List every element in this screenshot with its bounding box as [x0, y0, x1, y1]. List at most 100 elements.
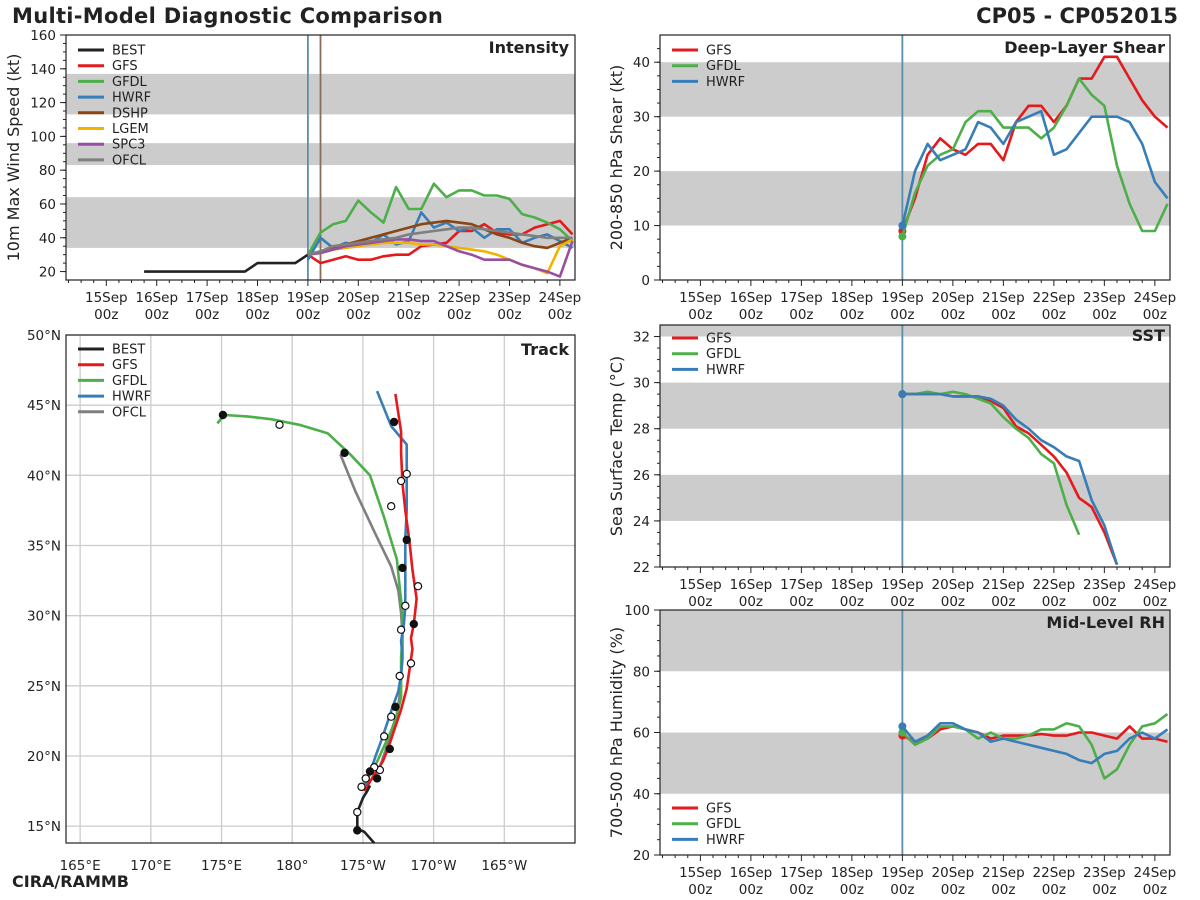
track-position-marker-hwrf — [396, 625, 406, 634]
intensity-series-gfdl — [306, 182, 574, 256]
rh-series-hwrf — [901, 721, 1169, 765]
rh-xtick-hour-label: 00z — [1042, 882, 1066, 898]
track-position-marker-hwrf — [402, 469, 411, 479]
track-position-marker-gfdl — [275, 420, 284, 430]
intensity-legend-label-gfs: GFS — [112, 59, 138, 74]
track-ytick-label: 45°N — [27, 398, 61, 414]
sst-xtick-hour-label: 00z — [941, 594, 965, 610]
rh-xtick-hour-label: 00z — [688, 882, 712, 898]
sst-xtick-hour-label: 00z — [1143, 594, 1167, 610]
intensity-ylabel: 10m Max Wind Speed (kt) — [4, 54, 23, 262]
sst-legend-label-hwrf: HWRF — [706, 363, 745, 378]
track-position-marker-gfs — [406, 659, 416, 668]
shear-xtick-day-label: 21Sep — [982, 290, 1025, 306]
sst-series-hwrf — [902, 392, 1119, 566]
rh-xtick-hour-label: 00z — [991, 882, 1015, 898]
intensity-xtick-day-label: 16Sep — [135, 290, 178, 306]
track-position-marker-ofcl — [386, 502, 396, 511]
intensity-xtick-day-label: 17Sep — [186, 290, 229, 306]
intensity-xtick-hour-label: 00z — [548, 307, 572, 323]
rh-xtick-day-label: 22Sep — [1033, 865, 1076, 881]
sst-legend-label-gfdl: GFDL — [706, 347, 742, 362]
rh-xtick-hour-label: 00z — [1092, 882, 1116, 898]
track-position-marker-ofcl — [372, 774, 382, 783]
sst-xtick-day-label: 21Sep — [982, 577, 1025, 593]
track-position-marker-gfs — [385, 744, 394, 754]
sst-xtick-hour-label: 00z — [840, 594, 864, 610]
rh-legend-label-gfs: GFS — [706, 802, 732, 817]
rh-ytick-label: 100 — [624, 603, 650, 619]
shear-legend-label-hwrf: HWRF — [706, 75, 745, 90]
sst-xtick-day-label: 19Sep — [881, 577, 924, 593]
rh-xtick-hour-label: 00z — [789, 882, 813, 898]
track-xtick-label: 170°W — [411, 858, 457, 874]
intensity-xtick-hour-label: 00z — [195, 307, 219, 323]
credit-label: CIRA/RAMMB — [12, 872, 129, 891]
sst-xtick-hour-label: 00z — [991, 594, 1015, 610]
rh-band-1 — [660, 610, 1170, 672]
rh-xtick-day-label: 21Sep — [982, 865, 1025, 881]
track-series-gfdl — [216, 413, 404, 791]
rh-ytick-label: 80 — [633, 664, 650, 680]
sst-ytick-label: 30 — [633, 376, 650, 392]
sst-xtick-day-label: 17Sep — [780, 577, 823, 593]
track-position-marker-gfdl — [357, 782, 366, 792]
track-series-hwrf — [364, 390, 409, 786]
track-position-marker-best — [353, 807, 362, 817]
intensity-legend-label-gfdl: GFDL — [112, 75, 148, 90]
track-xtick-label: 175°W — [340, 858, 386, 874]
rh-xtick-day-label: 23Sep — [1083, 865, 1126, 881]
track-position-marker-hwrf — [361, 774, 370, 783]
intensity-xtick-hour-label: 00z — [245, 307, 269, 323]
rh-series-gfs — [901, 725, 1168, 744]
intensity-series-ofcl — [307, 226, 573, 256]
intensity-xtick-day-label: 24Sep — [539, 290, 582, 306]
intensity-xtick-hour-label: 00z — [447, 307, 471, 323]
intensity-legend-label-hwrf: HWRF — [112, 91, 151, 106]
sst-xtick-hour-label: 00z — [890, 594, 914, 610]
sst-ytick-label: 22 — [633, 560, 650, 576]
track-position-marker-hwrf — [395, 671, 404, 681]
shear-xtick-hour-label: 00z — [890, 307, 914, 323]
sst-legend-label-gfs: GFS — [706, 332, 732, 347]
track-xtick-label: 175°E — [201, 858, 242, 874]
rh-ytick-label: 60 — [633, 726, 650, 742]
track-legend-label-gfs: GFS — [112, 358, 138, 373]
shear-xtick-hour-label: 00z — [688, 307, 712, 323]
rh-xtick-hour-label: 00z — [1143, 882, 1167, 898]
rh-panel — [654, 609, 1171, 861]
track-legend-label-best: BEST — [112, 343, 145, 358]
intensity-legend-label-spc3: SPC3 — [112, 138, 145, 153]
intensity-xtick-day-label: 22Sep — [438, 290, 481, 306]
rh-xtick-hour-label: 00z — [941, 882, 965, 898]
shear-xtick-hour-label: 00z — [941, 307, 965, 323]
rh-xtick-day-label: 17Sep — [780, 865, 823, 881]
shear-xtick-hour-label: 00z — [1143, 307, 1167, 323]
rh-xtick-day-label: 15Sep — [679, 865, 722, 881]
track-legend-label-hwrf: HWRF — [112, 390, 151, 405]
sst-xtick-hour-label: 00z — [1042, 594, 1066, 610]
rh-xtick-hour-label: 00z — [890, 882, 914, 898]
intensity-legend-label-dshp: DSHP — [112, 106, 148, 121]
track-title: Track — [521, 340, 569, 359]
storm-id: CP05 - CP052015 — [976, 4, 1178, 28]
sst-ytick-label: 24 — [633, 514, 650, 530]
intensity-series-best — [144, 253, 309, 273]
intensity-xtick-hour-label: 00z — [296, 307, 320, 323]
sst-title: SST — [1132, 326, 1165, 345]
track-position-marker-gfs — [413, 581, 423, 591]
rh-ytick-label: 40 — [633, 787, 650, 803]
track-ytick-label: 40°N — [27, 468, 61, 484]
shear-ytick-label: 40 — [633, 55, 650, 71]
intensity-xtick-day-label: 21Sep — [387, 290, 430, 306]
shear-xtick-hour-label: 00z — [1042, 307, 1066, 323]
track-legend-label-ofcl: OFCL — [112, 405, 147, 420]
track-frame — [65, 334, 576, 844]
rh-xtick-day-label: 16Sep — [730, 865, 773, 881]
track-xtick-label: 170°E — [130, 858, 171, 874]
shear-xtick-day-label: 19Sep — [881, 290, 924, 306]
track-xtick-label: 165°E — [60, 858, 101, 874]
shear-series-gfdl — [901, 77, 1169, 237]
sst-xtick-day-label: 20Sep — [932, 577, 975, 593]
